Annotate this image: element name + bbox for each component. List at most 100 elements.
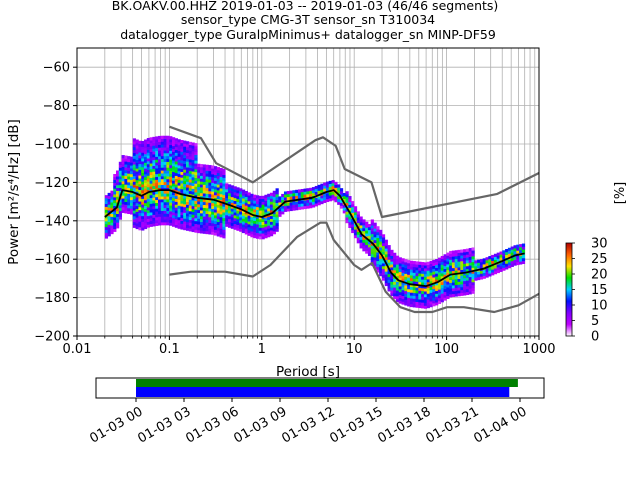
heatmap-cell <box>132 221 137 226</box>
heatmap-cell <box>404 302 408 306</box>
heatmap-cell <box>373 239 377 244</box>
heatmap-cell <box>121 169 125 173</box>
heatmap-cell <box>183 186 187 190</box>
heatmap-cell <box>275 211 279 215</box>
heatmap-cell <box>146 158 150 162</box>
heatmap-cell <box>191 220 195 224</box>
y-tick-label: −200 <box>34 330 70 345</box>
heatmap-cell <box>407 288 411 293</box>
heatmap-cell <box>141 184 145 188</box>
heatmap-cell <box>236 218 240 223</box>
heatmap-cell <box>205 196 209 200</box>
heatmap-cell <box>258 230 262 234</box>
heatmap-cell <box>160 147 164 151</box>
heatmap-cell <box>219 211 223 215</box>
heatmap-cell <box>160 135 164 139</box>
heatmap-cell <box>197 215 201 219</box>
heatmap-cell <box>239 219 243 224</box>
heatmap-cell <box>505 249 509 253</box>
heatmap-cell <box>185 167 190 171</box>
heatmap-cell <box>395 270 400 274</box>
heatmap-cell <box>158 179 162 183</box>
heatmap-cell <box>303 205 307 210</box>
heatmap-cell <box>169 199 173 203</box>
heatmap-cell <box>191 223 195 227</box>
heatmap-cell <box>356 222 360 227</box>
heatmap-cell <box>395 284 400 288</box>
heatmap-cell <box>104 200 109 205</box>
heatmap-cell <box>474 263 478 267</box>
heatmap-cell <box>124 164 128 168</box>
heatmap-cell <box>205 184 209 189</box>
heatmap-cell <box>197 195 201 199</box>
heatmap-cell <box>174 218 178 223</box>
heatmap-cell <box>171 223 176 227</box>
heatmap-cell <box>155 159 159 163</box>
heatmap-cell <box>474 260 478 264</box>
heatmap-cell <box>244 202 248 206</box>
heatmap-cell <box>194 180 198 184</box>
heatmap-cell <box>194 220 198 225</box>
heatmap-cell <box>429 295 433 299</box>
heatmap-cell <box>144 197 148 201</box>
heatmap-cell <box>241 198 246 202</box>
heatmap-cell <box>241 224 246 228</box>
heatmap-cell <box>376 260 380 264</box>
heatmap-cell <box>163 222 167 226</box>
heatmap-cell <box>351 203 355 208</box>
heatmap-cell <box>141 146 145 150</box>
heatmap-cell <box>457 272 461 277</box>
heatmap-cell <box>160 184 164 188</box>
heatmap-cell <box>390 258 394 262</box>
heatmap-cell <box>180 217 184 221</box>
heatmap-cell <box>407 262 411 267</box>
heatmap-cell <box>241 206 246 211</box>
heatmap-cell <box>211 228 215 232</box>
heatmap-cell <box>418 270 422 274</box>
heatmap-cell <box>275 196 279 201</box>
heatmap-cell <box>423 273 428 278</box>
heatmap-cell <box>267 225 271 229</box>
heatmap-cell <box>244 208 248 212</box>
heatmap-cell <box>146 161 150 165</box>
heatmap-cell <box>116 222 120 226</box>
heatmap-cell <box>169 188 173 192</box>
heatmap-cell <box>118 199 123 203</box>
heatmap-cell <box>409 301 414 305</box>
heatmap-cell <box>205 216 209 220</box>
heatmap-cell <box>306 193 310 198</box>
heatmap-cell <box>474 274 478 278</box>
x-tick-label: 10 <box>346 342 363 357</box>
heatmap-cell <box>194 197 198 202</box>
heatmap-cell <box>180 145 184 149</box>
heatmap-cell <box>471 267 475 271</box>
heatmap-cell <box>309 193 313 197</box>
heatmap-cell <box>174 164 178 168</box>
heatmap-cell <box>121 155 125 159</box>
heatmap-cell <box>138 209 142 214</box>
heatmap-cell <box>269 230 274 234</box>
heatmap-cell <box>188 173 192 177</box>
heatmap-cell <box>443 271 447 275</box>
heatmap-cell <box>247 218 251 222</box>
heatmap-cell <box>185 221 190 226</box>
heatmap-cell <box>359 216 363 220</box>
heatmap-cell <box>144 208 148 212</box>
heatmap-cell <box>141 143 145 148</box>
heatmap-cell <box>331 182 335 187</box>
heatmap-cell <box>519 244 523 248</box>
heatmap-cell <box>113 185 117 189</box>
heatmap-cell <box>440 255 444 260</box>
heatmap-cell <box>155 199 159 203</box>
heatmap-cell <box>482 258 486 262</box>
heatmap-cell <box>373 231 377 235</box>
heatmap-cell <box>127 179 131 183</box>
heatmap-cell <box>211 185 215 189</box>
heatmap-cell <box>239 222 243 227</box>
heatmap-cell <box>132 175 137 179</box>
heatmap-cell <box>283 197 288 201</box>
heatmap-cell <box>141 166 145 171</box>
heatmap-cell <box>479 276 484 280</box>
heatmap-cell <box>216 230 220 234</box>
heatmap-cell <box>418 287 422 291</box>
